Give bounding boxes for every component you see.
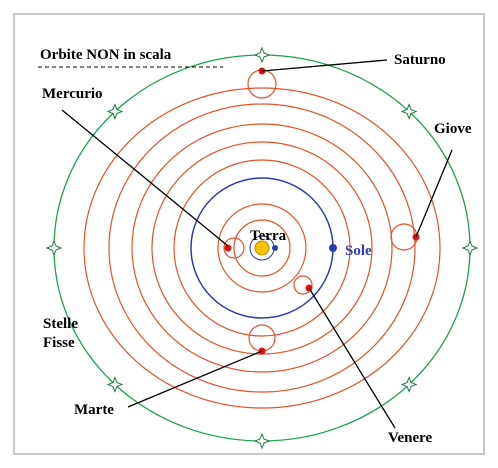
mercury-label: Mercurio — [42, 86, 103, 102]
mars-label: Marte — [74, 402, 114, 418]
jupiter-label: Giove — [434, 121, 472, 137]
moon — [272, 245, 278, 251]
sun-label: Sole — [345, 243, 372, 259]
saturn-label: Saturno — [394, 52, 446, 68]
fixed-stars-label: Stelle — [43, 316, 78, 332]
sun — [329, 244, 337, 252]
diagram: Orbite NON in scala Saturno Mercurio Gio… — [0, 0, 498, 468]
background — [0, 0, 498, 468]
title: Orbite NON in scala — [40, 47, 172, 63]
venus-label: Venere — [388, 430, 433, 446]
earth-label: Terra — [250, 228, 287, 244]
fixed-stars-label: Fisse — [43, 335, 75, 351]
